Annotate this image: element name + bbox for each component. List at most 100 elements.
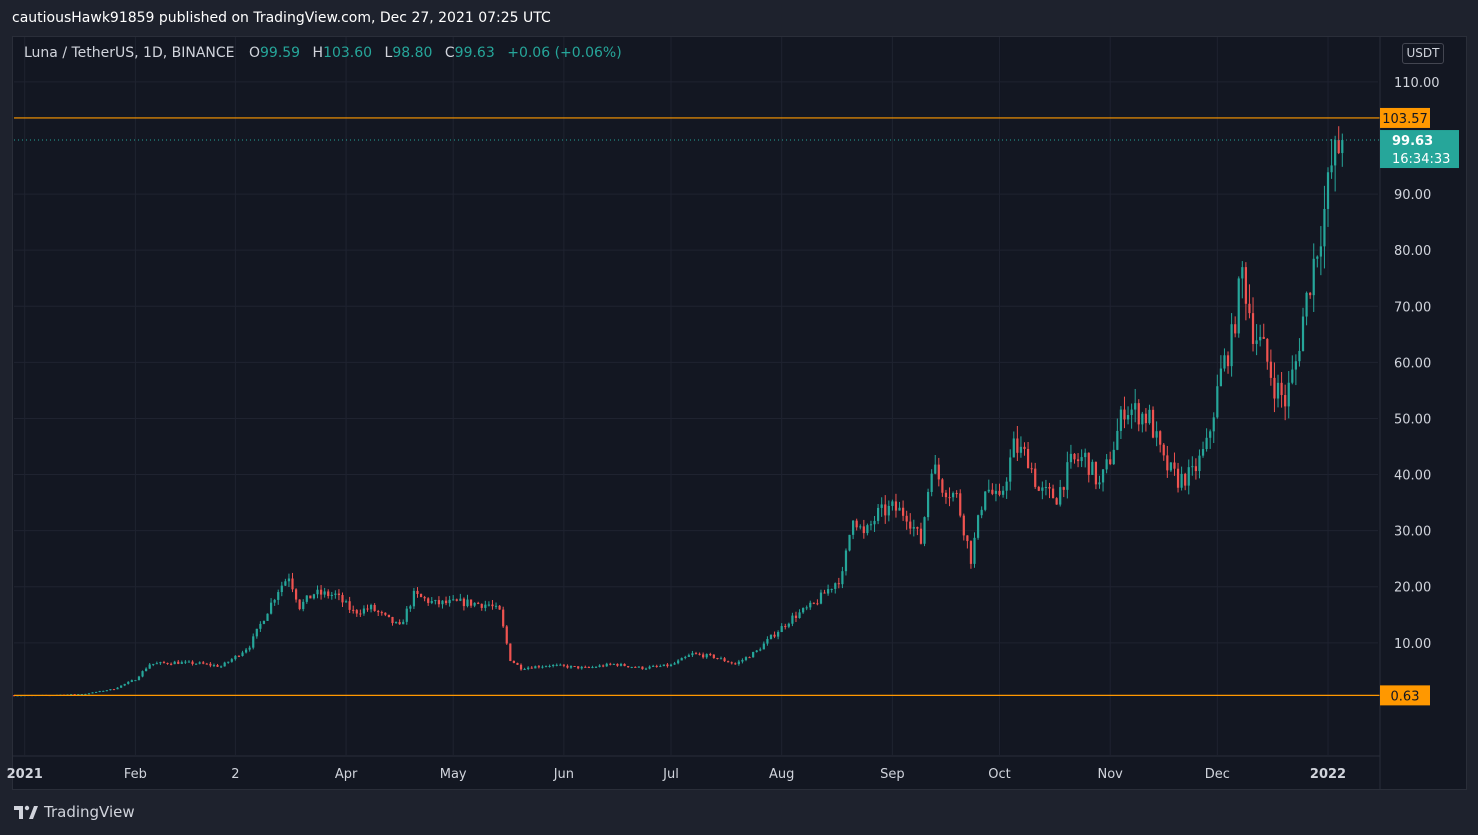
candle-body	[141, 671, 144, 677]
candle-body	[1262, 336, 1265, 339]
candle-body	[337, 593, 341, 596]
candle-body	[1319, 246, 1322, 257]
candle-body	[434, 600, 437, 602]
candle-body	[1162, 444, 1165, 456]
high-value: 103.60	[323, 45, 373, 61]
candle-body	[1223, 355, 1226, 369]
candle-body	[148, 664, 151, 669]
candle-body	[1305, 292, 1308, 317]
candle-body	[480, 603, 483, 608]
candle-body	[109, 689, 112, 691]
candle-body	[1209, 431, 1212, 438]
candle-body	[630, 666, 633, 668]
candle-body	[277, 592, 280, 600]
candle-body	[901, 507, 905, 516]
candle-body	[248, 647, 251, 650]
candle-body	[145, 668, 148, 672]
candle-body	[387, 614, 391, 617]
candle-body	[191, 661, 194, 665]
candle-body	[1309, 292, 1312, 296]
candle-body	[577, 666, 580, 669]
candle-body	[1334, 140, 1337, 166]
candle-body	[659, 666, 662, 668]
candle-body	[784, 626, 787, 628]
symbol-legend[interactable]: Luna / TetherUS, 1D, BINANCE O99.59 H103…	[24, 45, 630, 61]
candle-body	[541, 666, 544, 668]
symbol-name[interactable]: Luna / TetherUS, 1D, BINANCE	[24, 45, 235, 61]
candle-body	[1301, 316, 1305, 351]
candle-body	[198, 662, 201, 664]
candle-body	[998, 490, 1001, 495]
candle-body	[505, 626, 508, 644]
candle-body	[1241, 267, 1244, 279]
candles	[12, 126, 1344, 697]
candle-body	[1194, 466, 1198, 472]
currency-badge[interactable]: USDT	[1402, 43, 1444, 64]
candle-body	[766, 639, 769, 644]
candle-body	[459, 598, 462, 601]
candle-body	[216, 665, 219, 667]
candle-body	[1062, 487, 1065, 490]
candle-body	[70, 694, 73, 696]
candle-body	[802, 608, 805, 613]
footer-brand[interactable]: TradingView	[14, 803, 135, 821]
candle-body	[909, 521, 912, 529]
candle-body	[166, 662, 169, 664]
candle-body	[962, 515, 965, 536]
candle-body	[1184, 473, 1187, 486]
candle-body	[791, 615, 794, 624]
candle-body	[534, 666, 537, 669]
time-tick-label: Nov	[1098, 767, 1124, 782]
candle-body	[1176, 468, 1180, 488]
candle-body	[259, 623, 262, 629]
candle-body	[912, 527, 915, 529]
candle-body	[1005, 481, 1008, 491]
candle-body	[637, 666, 640, 668]
candle-body	[919, 528, 923, 544]
candle-body	[1123, 409, 1126, 420]
candle-body	[730, 662, 733, 664]
time-axis: 2021 Feb 2 Apr May Jun Jul Aug Sep Oct Nov Dec 2022	[7, 767, 1346, 782]
candle-body	[327, 591, 330, 596]
time-tick-label: Sep	[880, 767, 905, 782]
candle-body	[1126, 415, 1130, 420]
candle-body	[412, 590, 416, 607]
candle-body	[748, 657, 751, 659]
candle-body	[202, 662, 205, 664]
candle-body	[976, 515, 980, 538]
candle-body	[687, 655, 690, 657]
candle-body	[662, 664, 665, 667]
candle-body	[452, 599, 455, 601]
candle-body	[1166, 455, 1169, 471]
candle-body	[866, 525, 869, 534]
candle-body	[719, 658, 723, 660]
candle-body	[702, 654, 705, 658]
time-tick-label: 2022	[1310, 767, 1346, 782]
candle-body	[951, 493, 955, 498]
candle-body	[894, 501, 898, 511]
candle-body	[830, 588, 833, 590]
candle-body	[1330, 165, 1333, 173]
candle-body	[1105, 459, 1108, 470]
candle-body	[120, 685, 123, 688]
candle-body	[1259, 336, 1262, 341]
candle-body	[380, 612, 383, 614]
candle-body	[1298, 350, 1301, 362]
candle-body	[566, 665, 569, 668]
candle-body	[105, 690, 108, 692]
candle-body	[77, 694, 80, 696]
candle-body	[194, 663, 198, 665]
candle-body	[734, 663, 737, 665]
candle-body	[587, 667, 590, 669]
candle-body	[1280, 382, 1283, 396]
candle-body	[741, 659, 744, 662]
price-tick-label: 90.00	[1394, 188, 1431, 203]
candle-body	[212, 665, 216, 667]
candle-body	[1080, 457, 1083, 462]
candle-body	[580, 666, 583, 669]
candle-body	[316, 589, 319, 595]
chart-frame[interactable]	[12, 36, 1467, 790]
candle-body	[923, 517, 926, 544]
candle-body	[469, 599, 473, 606]
